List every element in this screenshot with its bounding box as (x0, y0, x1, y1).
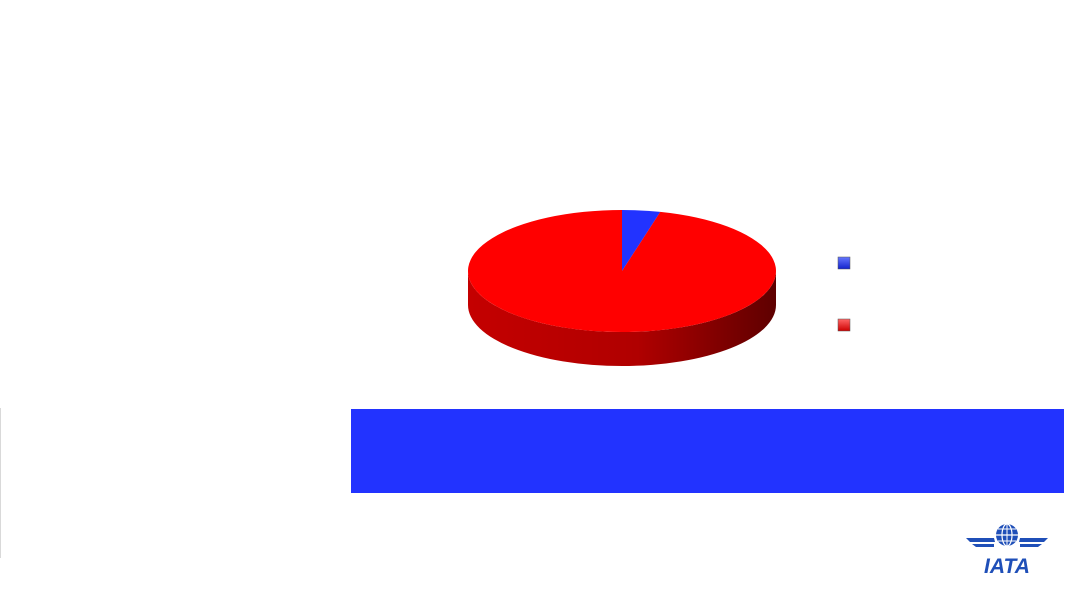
legend-marker-1 (837, 256, 851, 270)
legend-marker-2 (837, 318, 851, 332)
iata-logo-text: IATA (984, 555, 1030, 578)
globe-wings-icon (966, 523, 1048, 547)
pie-side-surface (468, 271, 776, 366)
pie-slice-2 (467, 209, 776, 332)
chart-legend (837, 256, 851, 332)
banner-bar (351, 409, 1064, 493)
left-edge-divider (0, 408, 1, 558)
iata-logo: IATA (966, 523, 1048, 578)
pie-slice-1 (622, 210, 661, 271)
pie-side-wall (468, 271, 776, 366)
